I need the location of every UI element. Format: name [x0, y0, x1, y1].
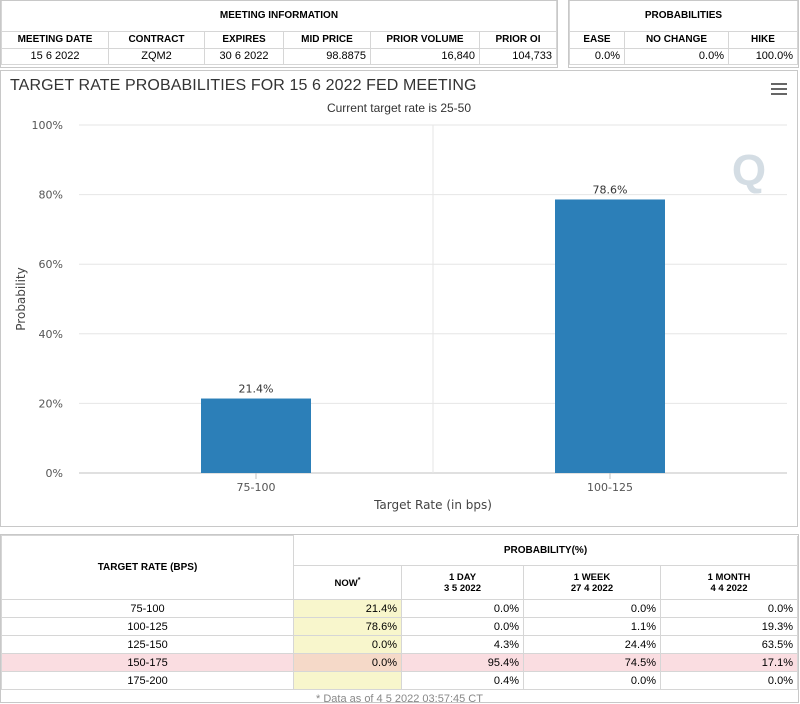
col-1-day: 1 DAY 3 5 2022 — [401, 565, 524, 600]
q-logo-icon: Q — [732, 146, 766, 195]
prior-volume-value: 16,840 — [370, 47, 480, 65]
one-month-cell: 17.1% — [660, 653, 798, 672]
col-contract: CONTRACT — [108, 30, 205, 49]
one-month-cell: 63.5% — [660, 635, 798, 654]
ease-value: 0.0% — [569, 47, 625, 65]
target-rate-cell: 75-100 — [1, 599, 294, 618]
expires-value: 30 6 2022 — [204, 47, 284, 65]
one-month-cell: 19.3% — [660, 617, 798, 636]
one-week-cell: 74.5% — [523, 653, 661, 672]
probability-table-panel: TARGET RATE (BPS) PROBABILITY(%) NOW* 1 … — [0, 534, 799, 704]
y-tick-label: 80% — [39, 189, 63, 202]
hamburger-menu-icon[interactable] — [771, 83, 787, 97]
x-tick-label: 100-125 — [587, 481, 633, 494]
meeting-info-table: MEETING INFORMATION MEETING DATE CONTRAC… — [1, 1, 557, 65]
col-hike: HIKE — [728, 30, 798, 49]
table-row: 75-100 21.4% 0.0% 0.0% 0.0% — [1, 599, 798, 618]
x-tick-label: 75-100 — [237, 481, 276, 494]
target-rate-cell: 175-200 — [1, 671, 294, 690]
one-day-cell: 0.0% — [401, 599, 524, 618]
bar — [201, 398, 311, 473]
hike-value: 100.0% — [728, 47, 798, 65]
probability-group-header: PROBABILITY(%) — [293, 535, 798, 566]
col-no-change: NO CHANGE — [624, 30, 729, 49]
chart-title: TARGET RATE PROBABILITIES FOR 15 6 2022 … — [10, 77, 477, 94]
prior-oi-value: 104,733 — [479, 47, 557, 65]
col-now: NOW* — [293, 565, 402, 600]
meeting-info-panel: MEETING INFORMATION MEETING DATE CONTRAC… — [0, 0, 558, 68]
table-row: 125-150 0.0% 4.3% 24.4% 63.5% — [1, 635, 798, 654]
y-tick-label: 20% — [39, 397, 63, 410]
contract-value: ZQM2 — [108, 47, 205, 65]
probabilities-table: PROBABILITIES EASE NO CHANGE HIKE 0.0% 0… — [569, 1, 798, 65]
meeting-info-title: MEETING INFORMATION — [1, 1, 557, 32]
y-tick-label: 40% — [39, 328, 63, 341]
table-row: 150-175 0.0% 95.4% 74.5% 17.1% — [1, 653, 798, 672]
one-day-cell: 95.4% — [401, 653, 524, 672]
meeting-date-value: 15 6 2022 — [1, 47, 109, 65]
col-1-week: 1 WEEK 27 4 2022 — [523, 565, 661, 600]
bar — [555, 199, 665, 474]
col-expires: EXPIRES — [204, 30, 284, 49]
probability-table: TARGET RATE (BPS) PROBABILITY(%) NOW* 1 … — [1, 535, 798, 704]
y-axis-label: Probability — [14, 267, 28, 330]
data-footnote: * Data as of 4 5 2022 03:57:45 CT — [316, 692, 483, 704]
probabilities-title: PROBABILITIES — [569, 1, 798, 32]
mid-price-value: 98.8875 — [283, 47, 371, 65]
table-row: 100-125 78.6% 0.0% 1.1% 19.3% — [1, 617, 798, 636]
one-week-cell: 24.4% — [523, 635, 661, 654]
y-tick-label: 60% — [39, 258, 63, 271]
col-1-month: 1 MONTH 4 4 2022 — [660, 565, 798, 600]
col-prior-oi: PRIOR OI — [479, 30, 557, 49]
y-tick-label: 100% — [32, 119, 63, 132]
chart-panel: Q 0% 20% 40% 60% 80% 100% 21.4% 75-100 78.6% 100-1… — [0, 70, 798, 527]
one-day-cell: 4.3% — [401, 635, 524, 654]
one-day-cell: 0.0% — [401, 617, 524, 636]
col-meeting-date: MEETING DATE — [1, 30, 109, 49]
chart-subtitle: Current target rate is 25-50 — [326, 101, 472, 115]
one-week-cell: 1.1% — [523, 617, 661, 636]
no-change-value: 0.0% — [624, 47, 729, 65]
col-ease: EASE — [569, 30, 625, 49]
bar-data-label: 78.6% — [593, 183, 628, 196]
target-rate-cell: 100-125 — [1, 617, 294, 636]
now-cell: 21.4% — [293, 599, 402, 618]
one-month-cell: 0.0% — [660, 671, 798, 690]
target-rate-cell: 125-150 — [1, 635, 294, 654]
one-day-cell: 0.4% — [401, 671, 524, 690]
bar-data-label: 21.4% — [239, 383, 274, 396]
probabilities-panel: PROBABILITIES EASE NO CHANGE HIKE 0.0% 0… — [568, 0, 799, 68]
now-cell: 0.0% — [293, 653, 402, 672]
now-cell: 78.6% — [293, 617, 402, 636]
col-target-rate: TARGET RATE (BPS) — [1, 535, 294, 600]
chart-svg: Q 0% 20% 40% 60% 80% 100% 21.4% 75-100 78.6% 100-1… — [14, 119, 787, 512]
now-cell: 0.0% — [293, 635, 402, 654]
one-week-cell: 0.0% — [523, 671, 661, 690]
probability-rows: 75-100 21.4% 0.0% 0.0% 0.0% 100-125 78.6% 0.0% 1… — [1, 599, 798, 690]
y-tick-label: 0% — [46, 467, 63, 480]
col-mid-price: MID PRICE — [283, 30, 371, 49]
one-month-cell: 0.0% — [660, 599, 798, 618]
now-cell — [293, 671, 402, 690]
table-row: 175-200 0.4% 0.0% 0.0% — [1, 671, 798, 690]
target-rate-cell: 150-175 — [1, 653, 294, 672]
col-prior-volume: PRIOR VOLUME — [370, 30, 480, 49]
x-axis-label: Target Rate (in bps) — [373, 498, 492, 512]
one-week-cell: 0.0% — [523, 599, 661, 618]
